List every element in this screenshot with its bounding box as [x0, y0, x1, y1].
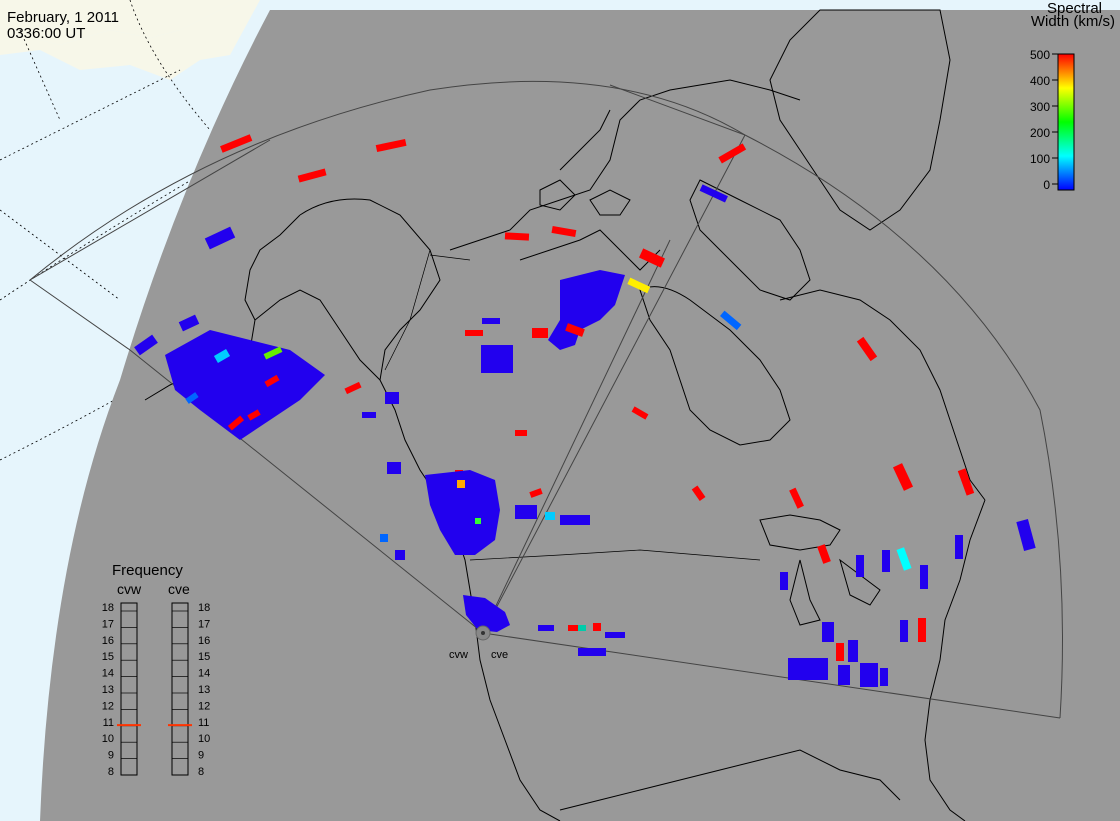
radar-site-dot	[481, 631, 485, 635]
colorbar-tick-label: 300	[1030, 100, 1050, 114]
daylight-land-2	[0, 0, 260, 80]
frequency-scale-label-left: 13	[102, 684, 114, 696]
data-cluster-us	[780, 535, 963, 687]
colorbar-tick-label: 0	[1043, 178, 1050, 192]
colorbar-tick-label: 400	[1030, 74, 1050, 88]
radar-label-cvw: cvw	[449, 649, 468, 661]
radar-sites: cvw cve	[449, 625, 508, 661]
data-cluster-alaska	[134, 226, 325, 440]
frequency-scale-label-right: 12	[198, 700, 210, 712]
frequency-scale-label-right: 18	[198, 602, 210, 614]
borders	[384, 249, 761, 561]
frequency-panel: Frequency cvw cve 18 18 17 17 16 16 15 15 14 14 13…	[102, 562, 211, 778]
nightside-region	[40, 10, 1120, 821]
frequency-scale-label-left: 11	[103, 717, 114, 729]
frequency-scale-label-left: 15	[102, 651, 114, 663]
colorbar-tick-label: 500	[1030, 48, 1050, 62]
frequency-scale-label-left: 14	[102, 668, 114, 680]
data-near-radar	[463, 595, 625, 656]
frequency-scale-label-left: 12	[102, 700, 114, 712]
frequency-label-cve: cve	[168, 581, 190, 597]
map-time: 0336:00 UT	[7, 25, 86, 42]
daylight-land	[0, 0, 240, 45]
frequency-scale-label-left: 18	[102, 602, 114, 614]
colorbar-tick-label: 200	[1030, 126, 1050, 140]
map-date: February, 1 2011	[7, 9, 120, 26]
frequency-scale-label-right: 17	[198, 618, 210, 630]
frequency-scale-label-right: 13	[198, 684, 210, 696]
colorbar-tick-label: 100	[1030, 152, 1050, 166]
frequency-scale-label-left: 8	[108, 766, 114, 778]
frequency-scale-label-left: 9	[108, 750, 114, 762]
frequency-title: Frequency	[112, 562, 183, 579]
frequency-label-cvw: cvw	[117, 581, 142, 597]
data-cluster-baffin	[481, 270, 625, 373]
frequency-scale-label-left: 16	[102, 635, 114, 647]
data-cluster-prairies	[380, 462, 590, 560]
frequency-scale: 18 18 17 17 16 16 15 15 14 14 13 13 12 12 11 11 10 10 9 9 8 8	[102, 602, 211, 778]
radar-label-cve: cve	[491, 649, 508, 661]
data-misc-echoes	[362, 184, 1036, 571]
colorbar-tick-labels: 500 400 300 200 100 0	[1030, 48, 1058, 192]
colorbar: Spectral Width (km/s) 500 400 300 200 100 0	[1030, 0, 1115, 192]
frequency-scale-label-right: 15	[198, 651, 210, 663]
colorbar-title-line1: Spectral	[1047, 0, 1102, 17]
frequency-scale-label-left: 10	[102, 733, 114, 745]
frequency-scale-label-right: 9	[198, 750, 204, 762]
colorbar-title-line2: Width (km/s)	[1031, 13, 1115, 30]
frequency-scale-label-right: 8	[198, 766, 204, 778]
frequency-scale-label-left: 17	[102, 618, 114, 630]
frequency-scale-label-right: 16	[198, 635, 210, 647]
frequency-scale-label-right: 11	[198, 717, 209, 729]
frequency-scale-label-right: 10	[198, 733, 210, 745]
frequency-scale-label-right: 14	[198, 668, 210, 680]
colorbar-gradient	[1057, 53, 1075, 191]
